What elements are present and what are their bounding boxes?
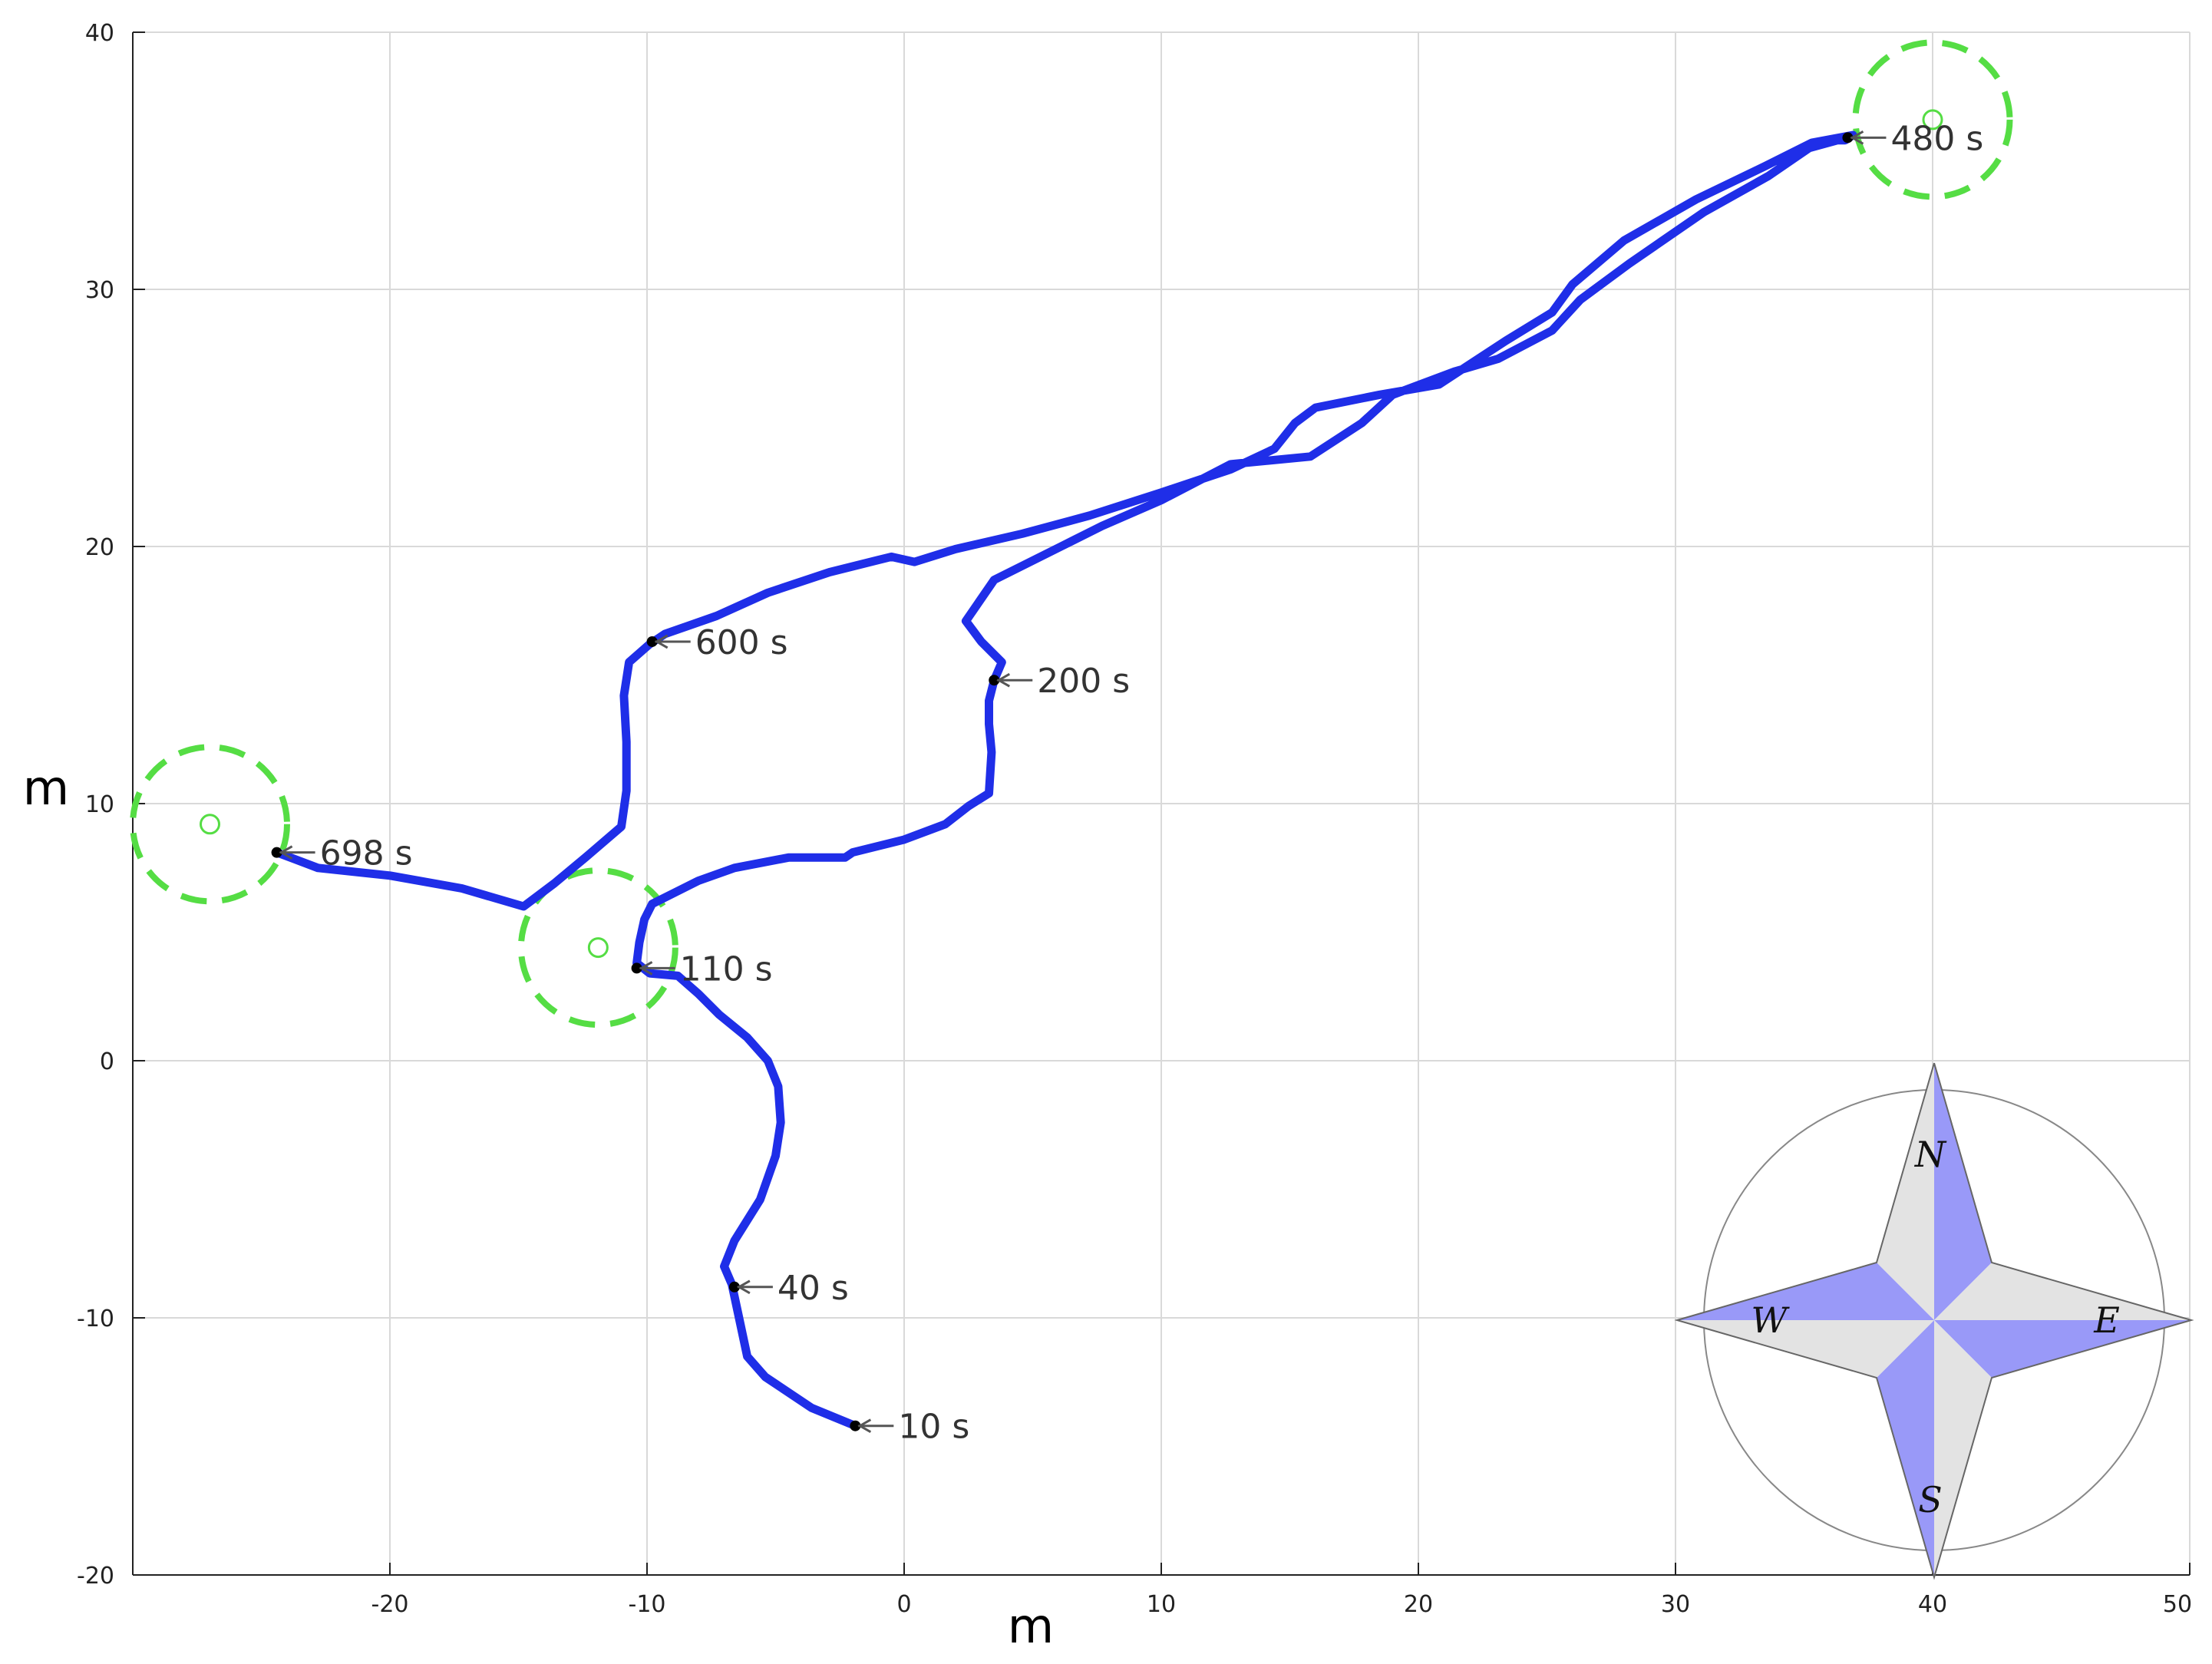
target-center-marker <box>587 937 609 959</box>
compass-rose: N E S W <box>1674 1062 2194 1580</box>
y-tick-label: 0 <box>100 1048 114 1075</box>
time-marker-point <box>271 847 282 858</box>
time-annotation-label: 480 s <box>1890 119 1983 158</box>
target-center-marker <box>1922 109 1943 130</box>
tick-labels: -20 -10 0 10 20 30 40 50 -20 -10 0 10 20 30 40 <box>77 20 2192 1618</box>
time-marker-point <box>1842 132 1854 144</box>
x-tick-label: 0 <box>896 1591 911 1618</box>
time-marker-point <box>989 675 1000 686</box>
y-tick-label: 10 <box>85 791 114 818</box>
y-tick-label: 40 <box>85 20 114 47</box>
annotation-arrowhead <box>654 634 669 649</box>
compass-south-label: S <box>1918 1479 1943 1520</box>
y-tick-label: 30 <box>85 277 114 304</box>
time-marker-point <box>850 1420 861 1431</box>
annotation-arrowhead <box>639 961 653 976</box>
compass-north-right <box>1934 1063 1992 1320</box>
time-marker-point <box>728 1281 740 1293</box>
time-annotation-label: 600 s <box>695 623 788 662</box>
annotation-arrowhead <box>996 672 1010 688</box>
annotation-arrowhead <box>736 1279 751 1295</box>
trajectory-series <box>272 130 1857 1431</box>
time-annotation-label: 40 s <box>778 1269 849 1308</box>
target-zone-circle <box>517 867 678 1028</box>
target-zone-circle <box>130 744 290 905</box>
compass-south-left <box>1877 1320 1934 1577</box>
time-annotation-label: 200 s <box>1037 662 1130 701</box>
time-marker-point <box>646 636 658 647</box>
annotation-arrowhead <box>1850 130 1864 145</box>
compass-outline <box>1674 1062 2194 1580</box>
y-tick-label: 20 <box>85 534 114 561</box>
x-tick-label: 10 <box>1147 1591 1176 1618</box>
x-tick-label: 30 <box>1661 1591 1690 1618</box>
compass-north-label: N <box>1914 1134 1947 1175</box>
target-center-marker <box>200 814 220 835</box>
time-annotation-label: 10 s <box>898 1408 969 1447</box>
time-marker-point <box>631 962 642 974</box>
x-tick-label: 20 <box>1404 1591 1433 1618</box>
x-tick-label: -10 <box>629 1591 666 1618</box>
compass-east-bottom <box>1934 1320 2191 1378</box>
annotation-arrowhead <box>857 1418 872 1434</box>
trajectory-line <box>272 130 1857 1431</box>
y-tick-label: -10 <box>77 1306 114 1332</box>
compass-east-top <box>1934 1263 2191 1320</box>
compass-west-top <box>1677 1263 1934 1320</box>
time-annotation-label: 698 s <box>320 834 413 873</box>
y-tick-label: -20 <box>77 1563 114 1590</box>
x-axis-title: m <box>1008 1598 1054 1654</box>
annotation-arrowhead <box>279 845 293 860</box>
x-tick-label: 50 <box>2163 1591 2192 1618</box>
x-tick-label: -20 <box>371 1591 409 1618</box>
target-zone-circle <box>1852 39 2013 200</box>
compass-east-label: E <box>2093 1299 2120 1341</box>
time-annotations: 10 s 40 s 110 s 200 s 480 s 600 s 698 s <box>271 119 1983 1447</box>
compass-west-bottom <box>1677 1320 1934 1378</box>
compass-south-right <box>1934 1320 1992 1577</box>
x-tick-label: 40 <box>1918 1591 1947 1618</box>
time-annotation-label: 110 s <box>680 949 773 989</box>
y-axis-title: m <box>23 760 69 816</box>
compass-north-left <box>1877 1063 1934 1320</box>
target-zones <box>130 39 2013 1028</box>
compass-west-label: W <box>1751 1299 1790 1341</box>
